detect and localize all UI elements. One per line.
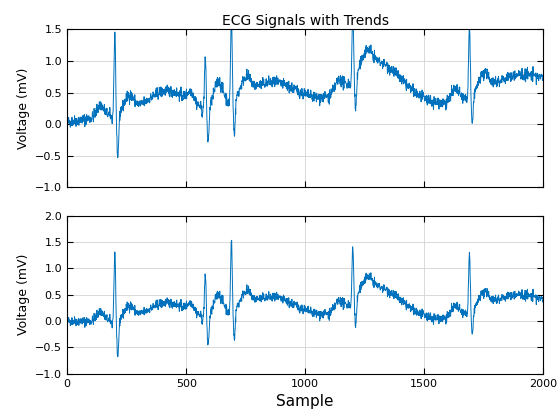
X-axis label: Sample: Sample [277, 394, 334, 409]
Title: ECG Signals with Trends: ECG Signals with Trends [222, 14, 389, 28]
Y-axis label: Voltage (mV): Voltage (mV) [17, 68, 30, 149]
Y-axis label: Voltage (mV): Voltage (mV) [17, 254, 30, 336]
